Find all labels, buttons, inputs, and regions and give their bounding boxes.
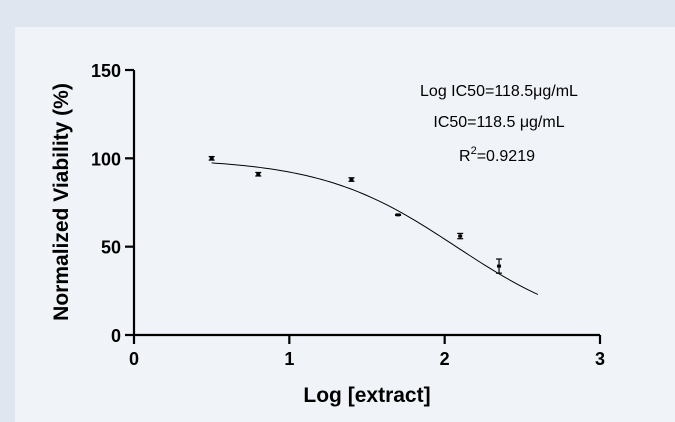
- y-tick-label: 100: [91, 149, 121, 169]
- x-tick-label: 0: [129, 349, 139, 369]
- annotation-r2-sup: 2: [471, 145, 477, 157]
- x-ticks: 0 1 2 3: [129, 335, 605, 369]
- y-tick-label: 50: [101, 238, 121, 258]
- data-point: [255, 171, 262, 177]
- data-point: [457, 232, 464, 240]
- y-ticks: 0 50 100 150: [91, 61, 134, 346]
- data-point: [348, 177, 355, 182]
- data-points: [208, 155, 503, 274]
- annotation-r2: R2=0.9219: [459, 145, 535, 165]
- annotation-r2-value: =0.9219: [477, 148, 535, 165]
- point-marker: [497, 264, 502, 268]
- fit-curve: [211, 162, 539, 295]
- x-axis-label: Log [extract]: [303, 384, 430, 407]
- point-marker: [349, 178, 354, 182]
- annotation-ic50: IC50=118.5 μg/mL: [433, 114, 564, 131]
- y-tick-label: 150: [91, 61, 121, 81]
- data-point: [395, 213, 402, 217]
- y-axis-label: Normalized Viability (%): [50, 83, 73, 321]
- data-point: [208, 155, 215, 161]
- point-marker: [256, 172, 261, 176]
- y-tick-label: 0: [111, 326, 121, 346]
- x-tick-label: 3: [595, 349, 605, 369]
- annotation-log-ic50: Log IC50=118.5μg/mL: [420, 83, 578, 100]
- x-tick-label: 1: [284, 349, 294, 369]
- annotation-r2-prefix: R: [459, 148, 471, 165]
- point-marker: [458, 234, 463, 238]
- figure-panel: [15, 27, 675, 422]
- point-marker: [209, 156, 214, 160]
- point-marker: [396, 213, 401, 217]
- data-point: [496, 258, 503, 274]
- x-tick-label: 2: [440, 349, 450, 369]
